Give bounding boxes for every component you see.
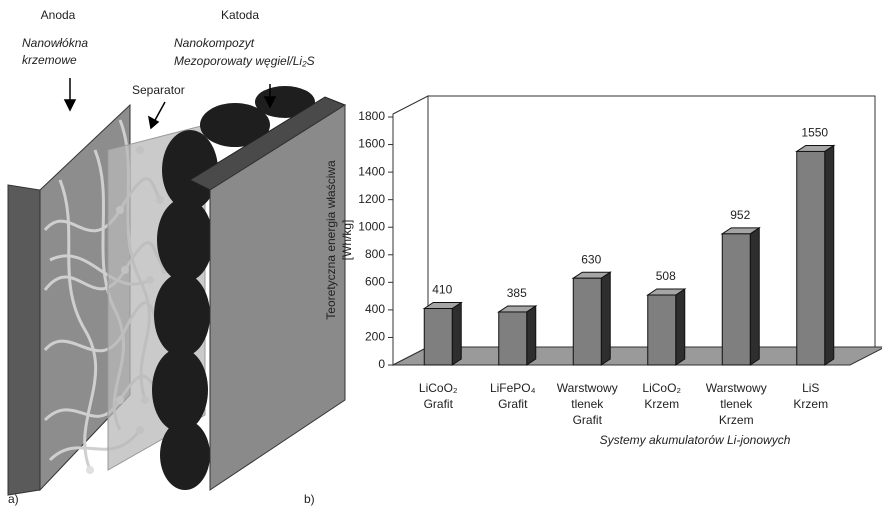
value-label: 410 (432, 283, 452, 297)
value-label: 1550 (801, 126, 828, 140)
panel-label: a) (8, 492, 19, 506)
bar (499, 312, 527, 365)
bar-side (676, 289, 685, 365)
bar-side (452, 303, 461, 365)
x-tick-label: LiFePO₄ (490, 381, 536, 395)
bar (797, 151, 825, 365)
x-axis-title: Systemy akumulatorów Li-jonowych (600, 433, 791, 447)
bar (424, 309, 452, 365)
value-label: 630 (581, 252, 601, 266)
bar (648, 295, 676, 365)
cathode-label: Katoda (221, 8, 259, 22)
side-wall (393, 96, 428, 365)
anode-material: krzemowe (22, 53, 77, 67)
x-tick-label: LiCoO₂ (419, 381, 458, 395)
x-tick-label: Grafit (573, 413, 603, 427)
cathode-material: Mezoporowaty węgiel/Li₂S (174, 54, 315, 68)
y-tick-label: 1400 (358, 164, 385, 178)
panel-label: b) (304, 492, 315, 506)
separator-label: Separator (132, 83, 185, 97)
x-tick-label: Krzem (644, 397, 679, 411)
x-tick-label: Warstwowy (706, 381, 767, 395)
bar-chart: b) 0 200 400 600 800 1000 1200 1400 1600 1800 Teor… (304, 96, 882, 506)
x-tick-label: Grafit (424, 397, 454, 411)
bar-side (750, 228, 759, 365)
value-label: 508 (656, 269, 676, 283)
y-tick-label: 1200 (358, 192, 385, 206)
value-label: 952 (730, 208, 750, 222)
y-tick-label: 800 (365, 247, 385, 261)
value-label: 385 (507, 286, 527, 300)
x-tick-label: Krzem (793, 397, 828, 411)
y-tick-label: 600 (365, 275, 385, 289)
y-tick-label: 1600 (358, 137, 385, 151)
bar (722, 234, 750, 365)
cathode-material: Nanokompozyt (174, 36, 255, 50)
x-tick-label: Grafit (498, 397, 528, 411)
y-tick-label: 200 (365, 330, 385, 344)
bar-side (601, 272, 610, 365)
x-tick-label: tlenek (571, 397, 604, 411)
anode-edge (8, 185, 40, 495)
anode-label: Anoda (41, 8, 76, 22)
anode-material: Nanowłókna (22, 36, 88, 50)
figure: Anoda Nanowłókna krzemowe Separator Kato… (0, 0, 882, 512)
y-axis-title-line: [Wh/kg] (340, 220, 354, 261)
x-tick-label: Warstwowy (557, 381, 618, 395)
y-tick-label: 1000 (358, 219, 385, 233)
x-tick-label: Krzem (719, 413, 754, 427)
x-tick-label: LiS (802, 381, 819, 395)
y-tick-label: 400 (365, 302, 385, 316)
y-tick-label: 1800 (358, 109, 385, 123)
x-tick-label: LiCoO₂ (642, 381, 681, 395)
bar-side (527, 306, 536, 365)
y-tick-label: 0 (378, 357, 385, 371)
y-axis-title-line: Teoretyczna energia właściwa (324, 160, 338, 320)
bar (573, 278, 601, 365)
x-tick-label: tlenek (720, 397, 753, 411)
bar-side (825, 145, 834, 365)
cell-diagram: Anoda Nanowłókna krzemowe Separator Kato… (8, 8, 345, 506)
